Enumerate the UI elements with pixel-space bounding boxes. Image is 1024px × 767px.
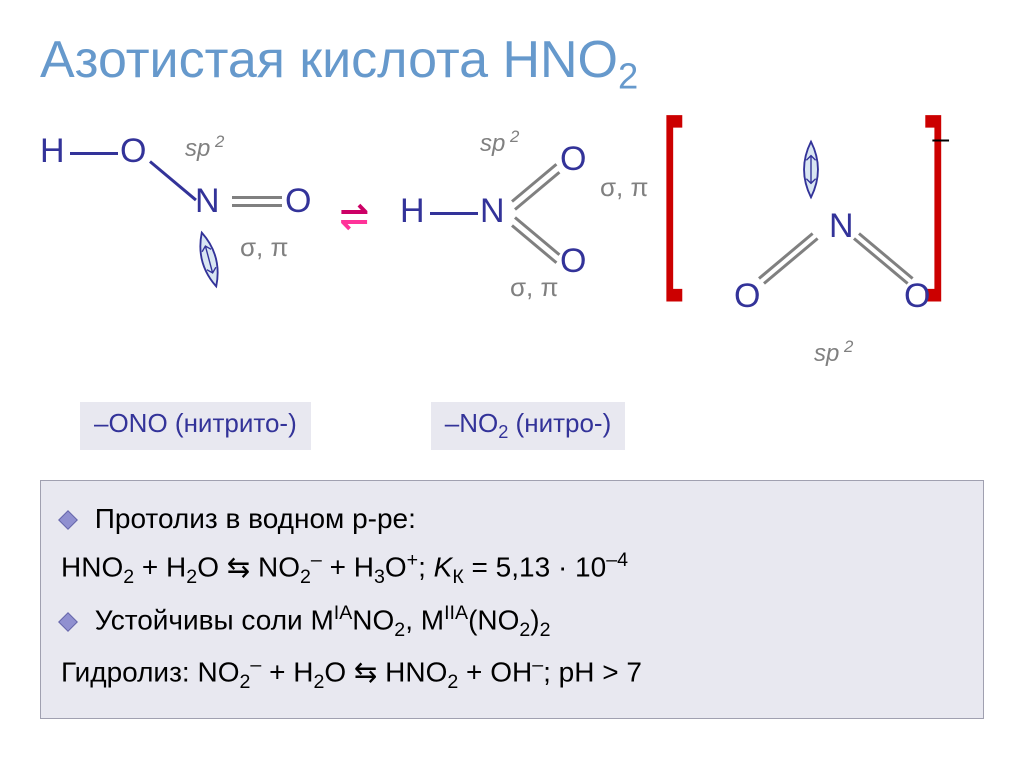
bond-h-o (70, 152, 118, 155)
bullet-icon (58, 510, 78, 530)
atom-n: N (195, 182, 220, 221)
structure-nitrite-ion: [ ] – N O O sp 2 (674, 122, 954, 382)
atom-o1-right: O (734, 277, 760, 316)
sp-label: sp 2 (185, 132, 224, 163)
atom-n-right: N (829, 207, 854, 246)
bullet-protolysis: Протолиз в водном р-ре: (61, 497, 963, 542)
bullet-salts: Устойчивы соли MIANO2, MIIA(NO2)2 (61, 598, 963, 646)
dbond-top-1 (511, 163, 557, 203)
sigma-label: σ, π (240, 232, 288, 263)
bullet1-text: Протолиз в водном р-ре: (95, 503, 416, 534)
structure-nitrito: H O N O sp 2 σ, π (40, 122, 320, 332)
dbond-r1b (758, 233, 814, 280)
atom-o2-right: O (904, 277, 930, 316)
equation-protolysis: HNO2 + H2O ⇆ NO2– + H3O+; KК = 5,13 · 10… (61, 545, 963, 593)
title-text: Азотистая кислота HNO (40, 31, 618, 89)
tag-nitro: –NO2 (нитро-) (431, 402, 626, 449)
sigma-top: σ, π (600, 172, 648, 203)
atom-o1: O (120, 132, 146, 171)
structure-nitro: sp 2 H N O O σ, π σ, π (400, 122, 680, 332)
bond-o-n (149, 161, 197, 202)
atom-o1-mid: O (560, 140, 586, 179)
bond-h-n (430, 212, 478, 215)
tags-row: –ONO (нитрито-) –NO2 (нитро-) (40, 402, 984, 449)
atom-h-mid: H (400, 192, 425, 231)
atom-h: H (40, 132, 65, 171)
orbital-icon (182, 224, 236, 297)
dbond-bot-1 (514, 217, 560, 257)
bracket-left: [ (661, 77, 683, 307)
sigma-bot: σ, π (510, 272, 558, 303)
sp-label-right: sp 2 (814, 337, 853, 368)
equation-hydrolysis: Гидролиз: NO2– + H2O ⇆ HNO2 + OH–; pH > … (61, 650, 963, 698)
atom-n-mid: N (480, 192, 505, 231)
atom-o2-mid: O (560, 242, 586, 281)
charge-minus: – (932, 122, 949, 156)
bullet-icon (58, 612, 78, 632)
dbond-r2b (858, 233, 914, 280)
equilibrium-icon: ⇀↽ (340, 192, 369, 272)
bracket-right: ] (925, 77, 947, 307)
title-sub: 2 (618, 55, 638, 96)
page-title: Азотистая кислота HNO2 (40, 30, 984, 97)
dbond-r1a (763, 238, 819, 285)
dbond-n-o-1 (232, 196, 282, 199)
sp-label-mid: sp 2 (480, 127, 519, 158)
orbital-icon-right (792, 137, 830, 202)
atom-o2: O (285, 182, 311, 221)
equations-box: Протолиз в водном р-ре: HNO2 + H2O ⇆ NO2… (40, 480, 984, 720)
tag-nitrito: –ONO (нитрито-) (80, 402, 311, 449)
dbond-r2a (853, 238, 909, 285)
dbond-n-o-2 (232, 204, 282, 207)
diagram-row: H O N O sp 2 σ, π ⇀↽ sp 2 H N O O σ, π σ… (40, 122, 984, 382)
